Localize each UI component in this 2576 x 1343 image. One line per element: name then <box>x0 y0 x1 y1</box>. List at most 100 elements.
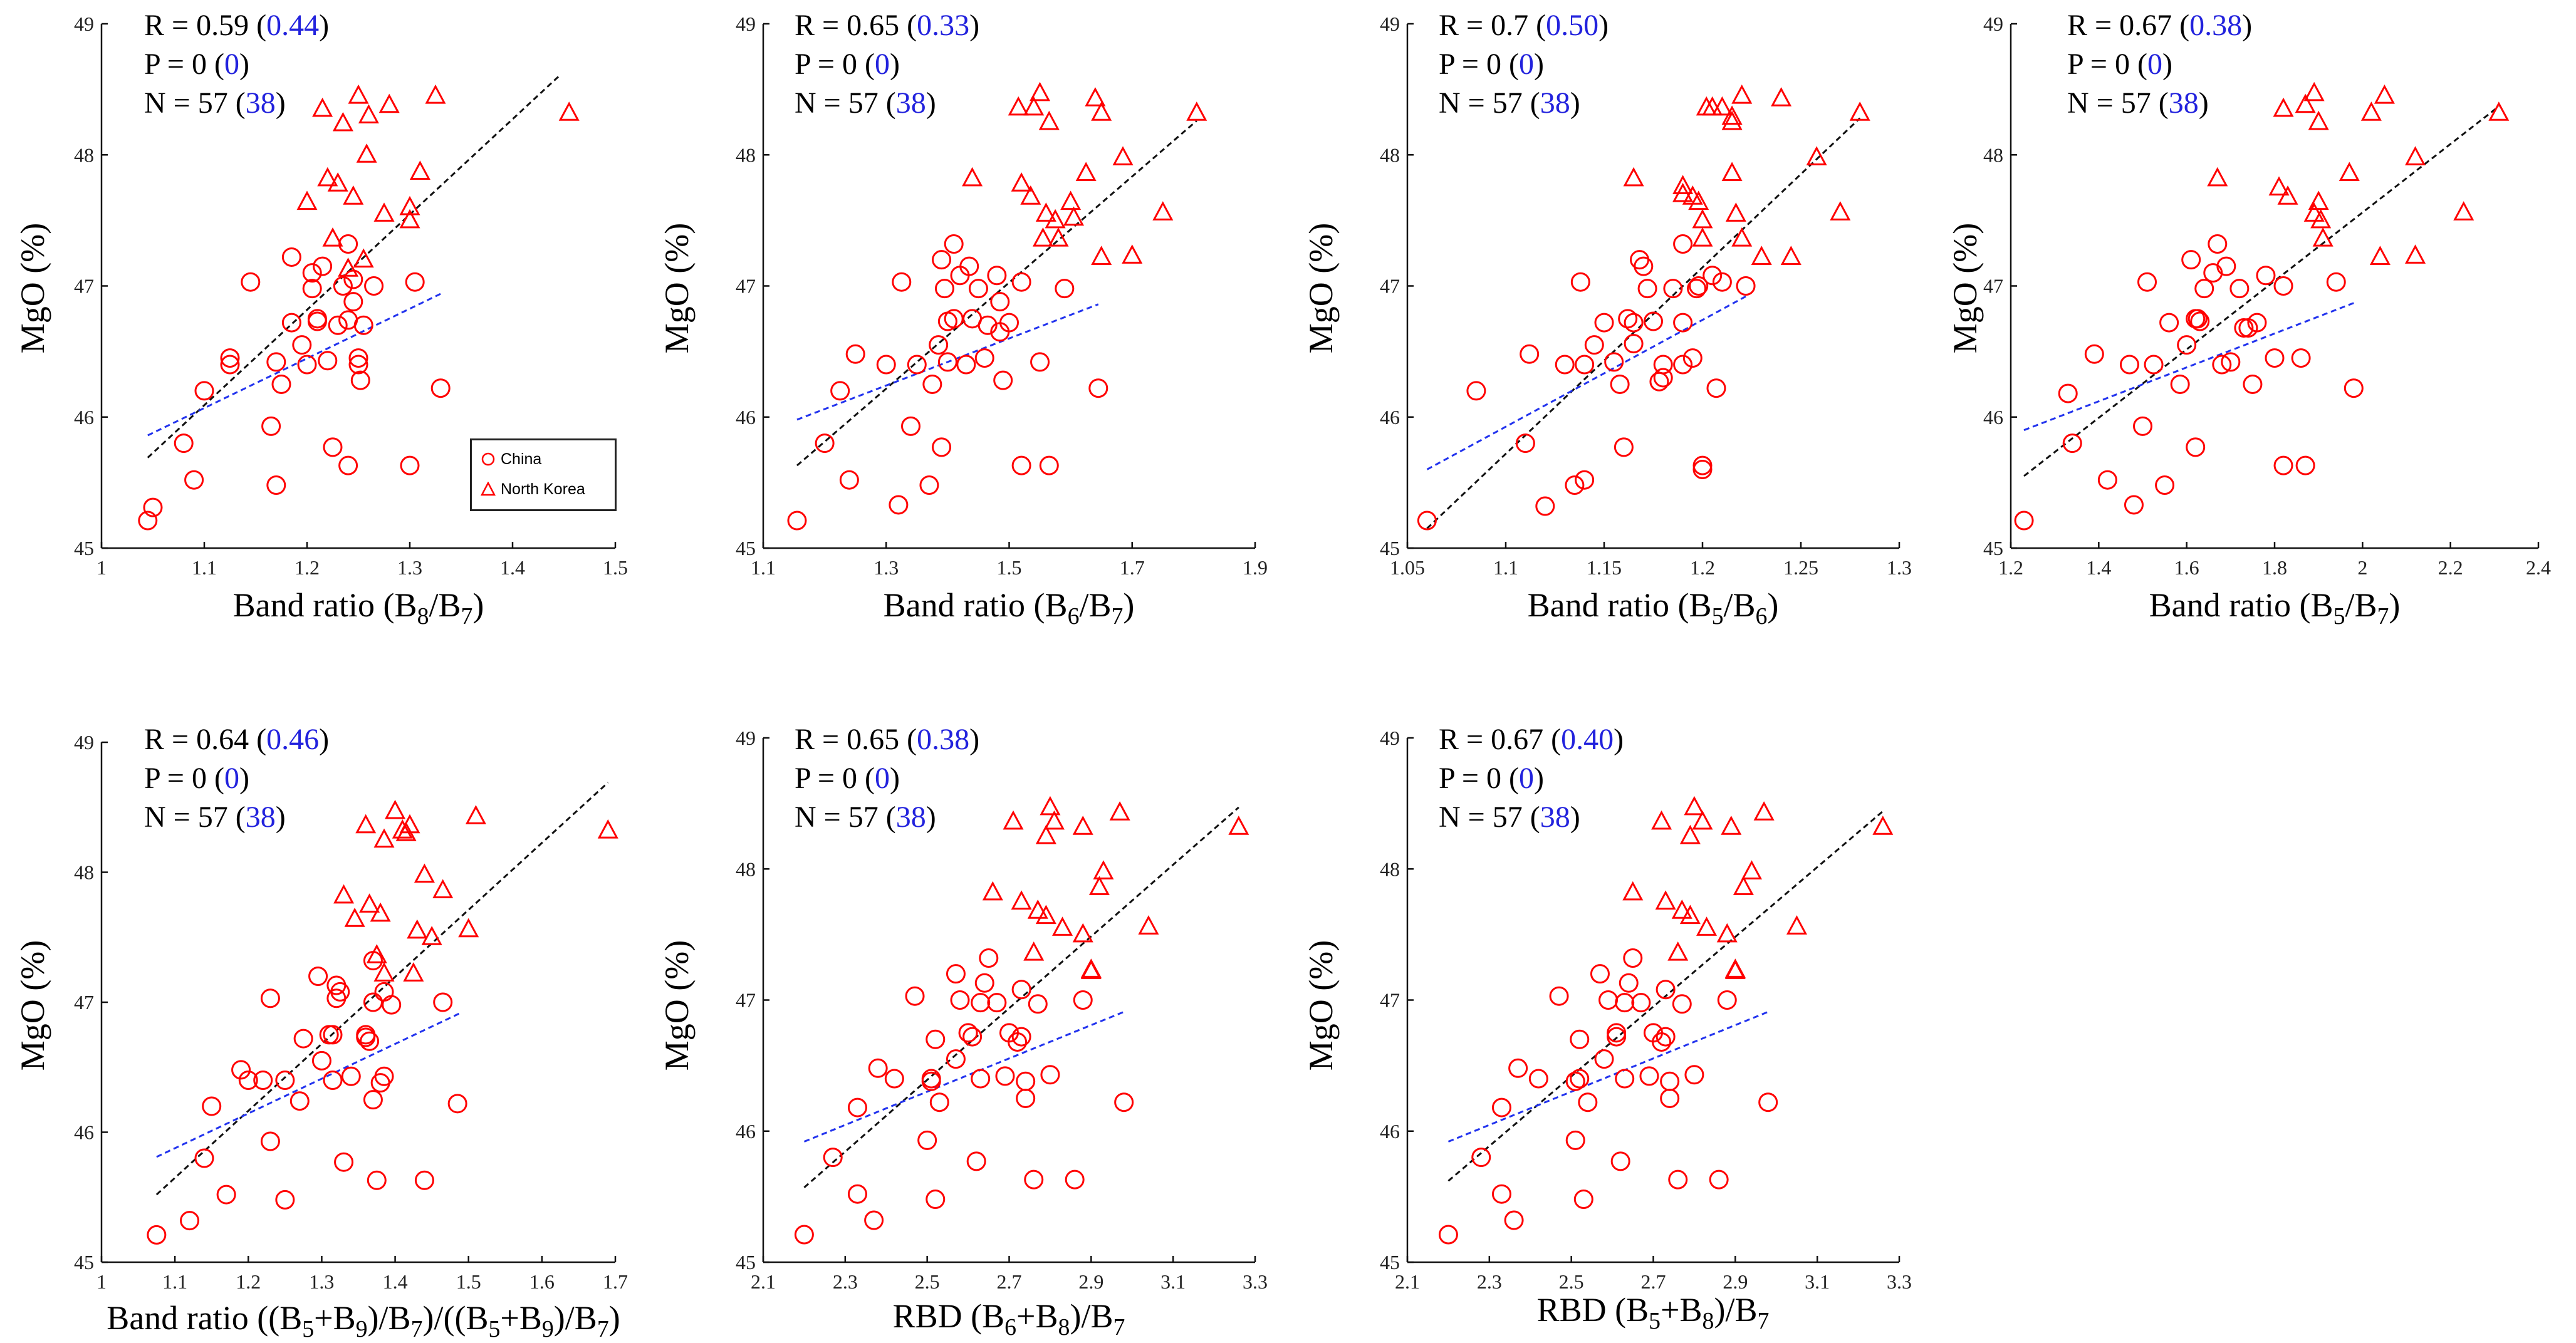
x-tick-label: 1.7 <box>603 1270 628 1293</box>
data-point-china <box>356 1025 376 1045</box>
y-tick-label: 46 <box>736 406 756 428</box>
stats-r: R = 0.65 (0.38) <box>795 723 980 756</box>
data-point-north-korea <box>2277 185 2298 205</box>
fit-line-china <box>803 1010 1125 1143</box>
data-point-north-korea <box>1060 190 1082 210</box>
y-tick-label: 45 <box>74 1251 94 1273</box>
data-point-north-korea <box>1038 110 1060 130</box>
data-point-north-korea <box>1688 190 1709 210</box>
plot-area: 45 46 47 48 49 1 1.1 1.2 1.3 1.4 1.5 <box>74 13 628 579</box>
fit-line-all <box>1447 811 1884 1182</box>
data-point-china <box>987 993 1007 1013</box>
data-point-china <box>343 292 363 312</box>
data-point-china <box>1758 1092 1778 1112</box>
data-point-china <box>2014 511 2034 531</box>
data-point-north-korea <box>1721 110 1743 130</box>
y-tick-label: 47 <box>74 991 94 1014</box>
x-tick-label: 1.7 <box>1120 556 1145 579</box>
data-point-north-korea <box>1138 915 1159 935</box>
data-point-china <box>905 986 925 1006</box>
data-point-china <box>2256 266 2276 286</box>
x-tick-label: 1.2 <box>1690 556 1715 579</box>
data-point-china <box>2186 437 2206 457</box>
data-point-china <box>1598 990 1619 1010</box>
chart-panel-3: 45 46 47 48 49 1.05 1.1 1.15 1.2 1.25 1.3 R = 0.7 … <box>1288 0 1932 670</box>
data-point-china <box>922 374 942 394</box>
y-tick-label: 45 <box>74 537 94 559</box>
data-point-china <box>966 1151 986 1171</box>
data-point-china <box>447 1094 467 1114</box>
data-point-china <box>2137 272 2157 292</box>
fit-line-china <box>2023 302 2354 432</box>
data-point-north-korea <box>2295 93 2316 113</box>
data-point-china <box>971 1069 991 1089</box>
data-point-china <box>1615 1069 1635 1089</box>
data-point-china <box>370 1073 390 1093</box>
fit-line-all <box>147 75 560 459</box>
data-point-north-korea <box>378 93 400 113</box>
fit-line-all <box>155 782 609 1196</box>
data-point-china <box>1668 1169 1688 1190</box>
x-tick-label: 2.1 <box>1395 1270 1420 1293</box>
x-tick-label: 1.4 <box>383 1270 408 1293</box>
data-point-china <box>1471 1148 1491 1168</box>
y-tick-label: 47 <box>1983 275 2003 298</box>
data-point-china <box>1653 368 1673 388</box>
data-point-china <box>2133 416 2152 436</box>
fit-line-china <box>1447 1010 1769 1143</box>
data-point-north-korea <box>2374 84 2395 104</box>
data-point-china <box>884 1069 904 1089</box>
y-tick-label: 49 <box>1380 727 1400 749</box>
x-tick-label: 3.3 <box>1243 1270 1268 1293</box>
data-point-china <box>1570 1029 1590 1049</box>
stats-r: R = 0.67 (0.40) <box>1439 723 1624 756</box>
x-axis-title: Band ratio (B5/B7) <box>2149 586 2401 630</box>
data-point-china <box>2170 374 2190 394</box>
data-point-north-korea <box>1731 227 1753 247</box>
data-point-north-korea <box>1679 905 1701 925</box>
data-point-china <box>1594 313 1614 333</box>
y-tick-label: 46 <box>74 406 94 428</box>
data-point-north-korea <box>458 918 479 938</box>
stats-p: P = 0 (0) <box>2067 48 2172 81</box>
data-point-north-korea <box>1872 816 1894 835</box>
data-point-china <box>1623 948 1643 968</box>
y-axis-title: MgO (%) <box>1302 222 1340 354</box>
x-tick-label: 1.6 <box>2174 556 2199 579</box>
data-point-china <box>382 995 402 1015</box>
data-point-north-korea <box>1672 175 1694 194</box>
legend-item-china: China <box>481 447 541 472</box>
data-point-north-korea <box>1786 915 1807 935</box>
legend-label-china: China <box>501 450 542 468</box>
data-point-china <box>1618 309 1638 329</box>
data-point-china <box>1040 1065 1060 1085</box>
data-point-china <box>1417 511 1437 531</box>
stats-box: R = 0.67 (0.40) P = 0 (0) N = 57 (38) <box>1439 720 1624 837</box>
data-point-china <box>293 1029 313 1049</box>
data-point-north-korea <box>1692 209 1713 229</box>
x-tick-label: 1.4 <box>500 556 525 579</box>
x-tick-label: 1.3 <box>873 556 899 579</box>
chart-panel-6: 45 46 47 48 49 2.1 2.3 2.5 2.7 2.9 3.1 3.3 R = 0.65… <box>644 670 1288 1340</box>
data-point-china <box>2062 433 2082 454</box>
data-point-china <box>341 1066 361 1086</box>
data-point-china <box>323 1071 343 1090</box>
y-axis-title: MgO (%) <box>14 940 51 1071</box>
chart-panel-2: 45 46 47 48 49 1.1 1.3 1.5 1.7 1.9 R = 0.65 (0.33… <box>644 0 1288 670</box>
data-point-china <box>318 351 338 371</box>
data-point-north-korea <box>312 97 333 117</box>
data-point-china <box>926 1029 946 1049</box>
data-point-north-korea <box>1780 246 1802 265</box>
x-tick-label: 1.1 <box>1493 556 1518 579</box>
data-point-china <box>1565 1071 1585 1091</box>
x-tick-label: 1 <box>96 1270 107 1293</box>
data-point-china <box>845 344 865 364</box>
data-point-china <box>338 234 358 254</box>
y-tick-label: 46 <box>1380 1120 1400 1143</box>
data-point-china <box>363 992 383 1012</box>
data-point-china <box>1565 1130 1585 1150</box>
data-point-china <box>907 355 927 375</box>
fit-line-all <box>803 806 1239 1188</box>
data-point-china <box>971 993 991 1013</box>
data-point-china <box>1604 352 1624 372</box>
